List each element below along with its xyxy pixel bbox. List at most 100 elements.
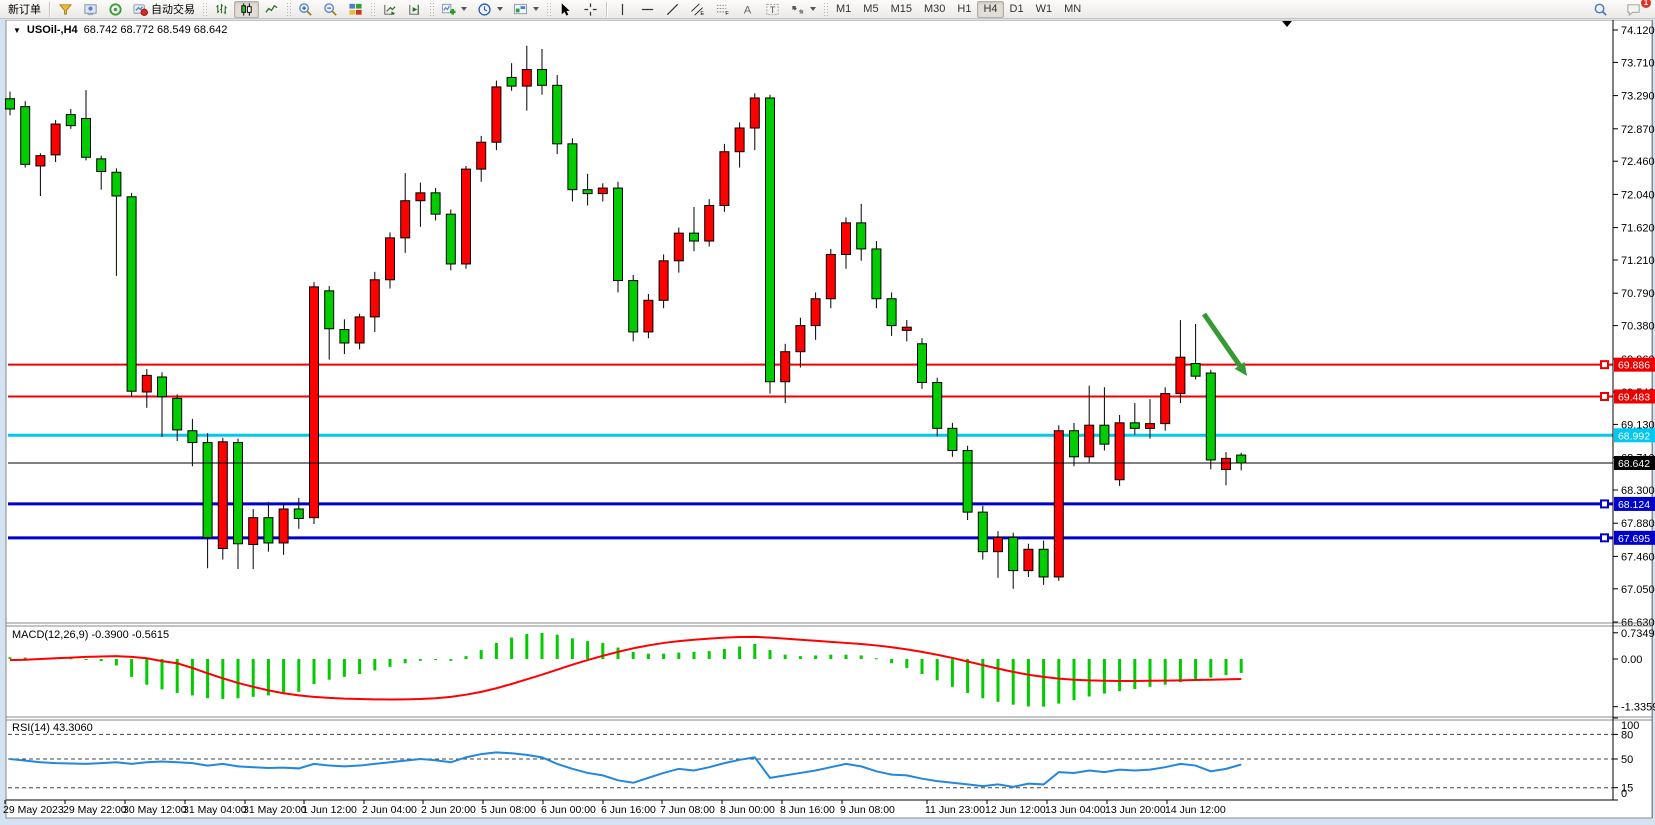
svg-text:30 May 12:00: 30 May 12:00 xyxy=(123,804,187,816)
chart-symbol-label: USOil-,H4 xyxy=(26,24,78,36)
svg-text:6 Jun 00:00: 6 Jun 00:00 xyxy=(541,804,596,816)
timeframe-m30-button[interactable]: M30 xyxy=(923,3,946,15)
dropdown-caret-icon xyxy=(461,7,467,11)
toolbar-grip xyxy=(286,2,291,16)
svg-text:0.7349: 0.7349 xyxy=(1621,628,1655,640)
new-order-button[interactable]: 新订单 xyxy=(3,1,46,18)
cursor-icon xyxy=(561,2,570,16)
trendline-tool-button[interactable] xyxy=(660,1,685,18)
search-button[interactable] xyxy=(1588,1,1613,18)
rsi-indicator-label: RSI(14) 43.3060 xyxy=(12,722,93,734)
svg-text:0: 0 xyxy=(1621,788,1627,800)
svg-text:70.790: 70.790 xyxy=(1621,288,1655,300)
chart-ohlc-values: 68.742 68.772 68.549 68.642 xyxy=(83,24,228,36)
svg-text:12 Jun 12:00: 12 Jun 12:00 xyxy=(985,804,1046,816)
svg-text:74.120: 74.120 xyxy=(1621,25,1655,37)
indicators-button[interactable] xyxy=(436,1,472,18)
chart-shift-icon xyxy=(409,4,420,15)
candlestick-icon xyxy=(241,2,252,16)
timeframe-m1-button[interactable]: M1 xyxy=(836,3,852,15)
svg-text:67.695: 67.695 xyxy=(1618,533,1650,545)
terminal-button[interactable] xyxy=(78,1,103,18)
svg-text:2 Jun 20:00: 2 Jun 20:00 xyxy=(421,804,476,816)
zoom-out-button[interactable] xyxy=(318,1,343,18)
svg-text:13 Jun 20:00: 13 Jun 20:00 xyxy=(1105,804,1166,816)
svg-text:7 Jun 08:00: 7 Jun 08:00 xyxy=(660,804,715,816)
timeframe-h4-button[interactable]: H4 xyxy=(977,0,1004,18)
macd-indicator-label: MACD(12,26,9) -0.3900 -0.5615 xyxy=(12,629,170,641)
svg-text:80: 80 xyxy=(1621,729,1633,741)
notifications-button[interactable]: 1 xyxy=(1621,0,1651,18)
svg-text:72.870: 72.870 xyxy=(1621,124,1655,136)
dropdown-caret-icon xyxy=(497,7,503,11)
periods-button[interactable] xyxy=(472,1,508,18)
autotrading-button[interactable]: 自动交易 xyxy=(128,1,200,18)
funnel-icon xyxy=(58,3,73,15)
collapse-icon[interactable]: ▼ xyxy=(13,25,21,35)
add-indicator-icon xyxy=(441,3,456,15)
text-tool-button[interactable]: A xyxy=(735,1,760,18)
line-chart-icon xyxy=(265,4,278,13)
svg-text:29 May 2023: 29 May 2023 xyxy=(3,804,64,816)
cursor-tool-button[interactable] xyxy=(553,1,578,18)
svg-text:T: T xyxy=(770,4,776,14)
crosshair-tool-button[interactable] xyxy=(578,1,603,18)
templates-button[interactable] xyxy=(508,1,544,18)
svg-text:A: A xyxy=(744,4,752,16)
svg-text:100: 100 xyxy=(1621,720,1639,732)
autotrading-icon xyxy=(133,3,148,16)
svg-text:E: E xyxy=(700,11,704,17)
text-label-tool-button[interactable]: T xyxy=(760,1,785,18)
timeframe-m15-button[interactable]: M15 xyxy=(890,3,912,15)
vertical-line-tool-button[interactable] xyxy=(610,1,635,18)
arrows-icon xyxy=(792,5,804,14)
channel-tool-button[interactable]: E xyxy=(685,1,710,18)
zoom-out-icon xyxy=(324,2,337,16)
strategy-tester-button[interactable] xyxy=(103,1,128,18)
toolbar-separator xyxy=(606,1,607,17)
toolbar-grip xyxy=(823,2,828,16)
timeframe-m5-button[interactable]: M5 xyxy=(863,3,879,15)
svg-text:11 Jun 23:00: 11 Jun 23:00 xyxy=(925,804,985,816)
template-icon xyxy=(513,3,528,14)
horizontal-line-tool-button[interactable] xyxy=(635,1,660,18)
tile-windows-button[interactable] xyxy=(343,1,368,18)
crosshair-icon xyxy=(584,2,597,16)
toolbar-separator xyxy=(49,1,50,17)
chart-plot[interactable]: 74.120 73.710 73.290 72.870 72.460 72.040 71.6… xyxy=(0,20,1655,825)
svg-text:67.460: 67.460 xyxy=(1621,551,1655,563)
svg-text:69.483: 69.483 xyxy=(1618,392,1650,404)
svg-text:8 Jun 00:00: 8 Jun 00:00 xyxy=(720,804,775,816)
candlestick-mode-button[interactable] xyxy=(234,0,259,18)
new-order-label: 新订单 xyxy=(8,4,41,16)
timeframe-h1-button[interactable]: H1 xyxy=(957,3,972,15)
main-toolbar: 新订单 自动交易 xyxy=(0,0,1655,19)
text-label-icon: T xyxy=(766,3,779,15)
fibonacci-tool-button[interactable]: F xyxy=(710,1,735,18)
auto-scroll-button[interactable] xyxy=(377,1,402,18)
timeframe-mn-button[interactable]: MN xyxy=(1064,3,1082,15)
zoom-in-icon xyxy=(299,2,312,16)
terminal-icon xyxy=(84,3,97,15)
toolbar-grip xyxy=(370,2,375,16)
svg-text:29 May 22:00: 29 May 22:00 xyxy=(63,804,127,816)
bar-chart-mode-button[interactable] xyxy=(209,1,234,18)
svg-text:8 Jun 16:00: 8 Jun 16:00 xyxy=(780,804,835,816)
svg-text:5 Jun 08:00: 5 Jun 08:00 xyxy=(481,804,536,816)
svg-text:2 Jun 04:00: 2 Jun 04:00 xyxy=(362,804,417,816)
zoom-in-button[interactable] xyxy=(293,1,318,18)
svg-text:68.300: 68.300 xyxy=(1621,485,1655,497)
timeframe-d1-button[interactable]: D1 xyxy=(1009,3,1024,15)
arrows-tool-button[interactable] xyxy=(785,1,821,18)
chart-shift-button[interactable] xyxy=(402,1,427,18)
svg-text:72.460: 72.460 xyxy=(1621,156,1655,168)
svg-text:9 Jun 08:00: 9 Jun 08:00 xyxy=(840,804,895,816)
svg-text:68.992: 68.992 xyxy=(1618,430,1650,442)
market-watch-button[interactable] xyxy=(53,1,78,18)
svg-text:68.642: 68.642 xyxy=(1618,458,1650,470)
horizontal-line-icon xyxy=(641,8,654,10)
svg-text:15: 15 xyxy=(1621,783,1633,795)
line-chart-mode-button[interactable] xyxy=(259,1,284,18)
timeframe-w1-button[interactable]: W1 xyxy=(1035,3,1053,15)
auto-scroll-icon xyxy=(384,4,396,15)
